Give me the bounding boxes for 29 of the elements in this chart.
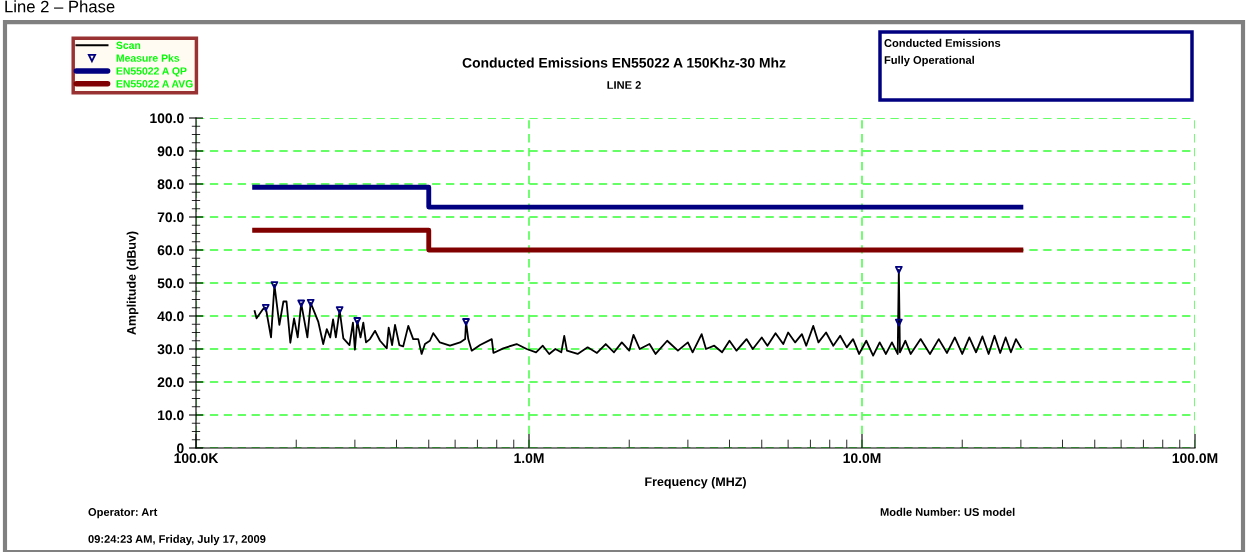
y-tick-label: 70.0	[157, 212, 184, 223]
text: Modle Number: US model	[880, 507, 1015, 516]
text: Line 2 – Phase	[5, 0, 115, 13]
x-tick-label: 10.0M	[843, 453, 881, 464]
chart-title: Conducted Emissions EN55022 A 150Khz-30 Mhz	[462, 57, 786, 68]
x-axis-title: Frequency (MHZ)	[645, 476, 746, 489]
text: Fully Operational	[884, 55, 974, 67]
y-tick-label: 30.0	[157, 344, 184, 355]
y-tick-label: 10.0	[158, 410, 184, 421]
text: 09:24:23 AM, Friday, July 17, 2009	[88, 534, 266, 546]
legend-label: Measure Pks	[116, 54, 180, 62]
x-tick-label: 100.0K	[174, 453, 219, 464]
y-tick-label: 90.0	[157, 146, 184, 157]
y-tick-label: 60.0	[157, 245, 184, 256]
y-tick-label: 20.0	[157, 377, 184, 388]
y-axis-title: Amplitude (dBuv)	[126, 231, 139, 335]
y-tick-label: 40.0	[157, 311, 184, 322]
text: Conducted Emissions	[884, 38, 1001, 47]
x-tick-label: 1.0M	[514, 453, 544, 464]
y-tick-label: 80.0	[157, 179, 184, 190]
chart-subtitle: LINE 2	[607, 81, 641, 89]
legend-label: Scan	[116, 41, 141, 49]
y-tick-label: 0	[177, 443, 184, 454]
text: Operator: Art	[88, 508, 158, 519]
y-tick-label: 100.0	[150, 113, 184, 124]
legend-label: EN55022 A QP	[116, 67, 187, 77]
legend-label: EN55022 A AVG	[116, 80, 193, 88]
x-tick-label: 100.0M	[1172, 453, 1218, 464]
y-tick-label: 50.0	[157, 278, 184, 289]
